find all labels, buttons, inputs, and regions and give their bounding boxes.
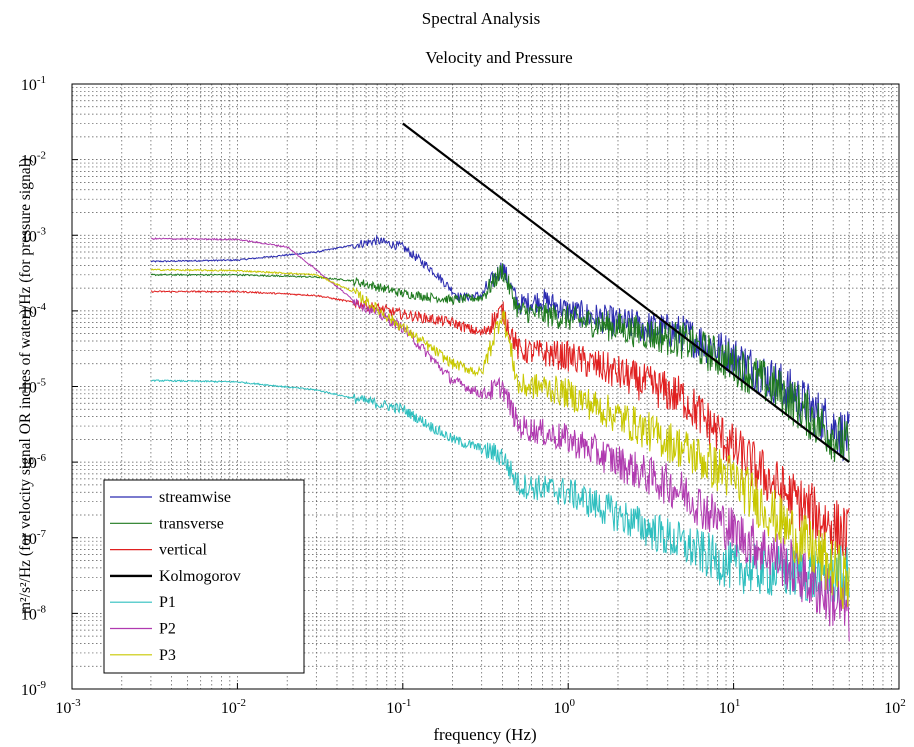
series-line-p2 [150, 237, 850, 642]
y-axis-label: m²/s²/Hz (for velocity signal OR inches … [17, 158, 34, 614]
series-line-vertical [150, 289, 850, 561]
series-line-kolmogorov [402, 122, 850, 463]
x-tick-label: 10-2 [221, 697, 246, 717]
y-tick-label: 10-1 [21, 74, 46, 94]
legend-label: streamwise [159, 489, 231, 506]
x-tick-label: 10-3 [55, 697, 81, 717]
series-line-p3 [150, 268, 850, 609]
chart-title: Spectral Analysis [422, 9, 541, 28]
x-tick-label: 10-1 [386, 697, 411, 717]
legend-label: P2 [159, 621, 176, 638]
chart-subtitle: Velocity and Pressure [425, 48, 572, 67]
series-line-transverse [150, 263, 850, 462]
series-line-p1 [150, 379, 850, 606]
x-axis-label: frequency (Hz) [433, 725, 536, 744]
series-layer [150, 122, 850, 642]
legend: streamwise transverse vertical Kolmogorov P1… [103, 479, 305, 674]
legend-label: P3 [159, 647, 176, 664]
legend-label: Kolmogorov [159, 568, 241, 585]
x-tick-label: 101 [719, 697, 741, 717]
legend-label: transverse [159, 515, 224, 532]
x-axis: 10-3 10-2 10-1 100 101 102 [55, 683, 906, 717]
y-tick-label: 10-9 [21, 679, 47, 699]
x-tick-label: 102 [884, 697, 906, 717]
legend-label: P1 [159, 594, 176, 611]
x-tick-label: 100 [553, 697, 575, 717]
legend-label: vertical [159, 542, 208, 559]
